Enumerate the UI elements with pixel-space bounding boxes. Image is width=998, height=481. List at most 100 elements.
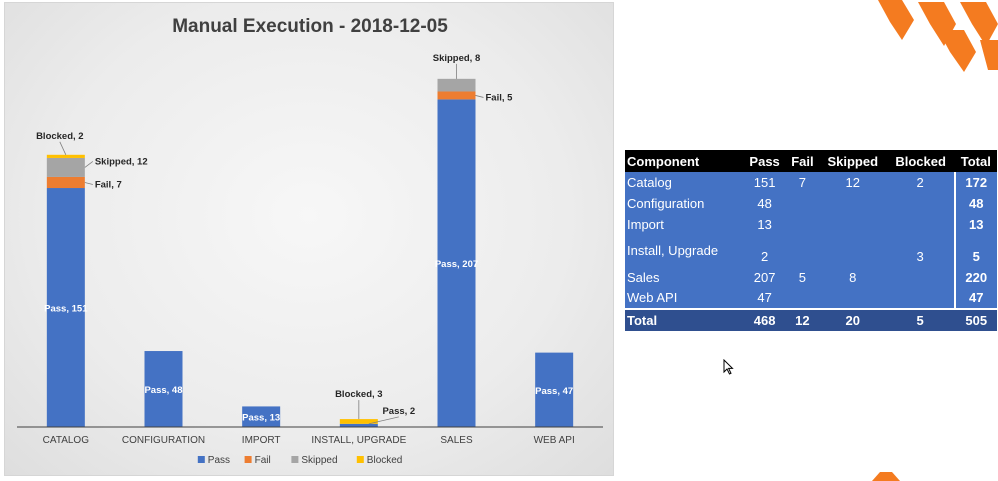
total-total: 505 — [953, 308, 997, 331]
header-fail: Fail — [785, 150, 819, 172]
data-label-web-api-pass: Pass, 47 — [535, 386, 573, 397]
table-row: Configuration 48 48 — [625, 193, 997, 214]
table-row: Sales 207 5 8 220 — [625, 267, 997, 288]
header-blocked: Blocked — [886, 150, 955, 172]
cell-blocked: 3 — [886, 235, 955, 267]
cell-blocked: 2 — [886, 172, 955, 193]
bar-catalog-skipped — [46, 157, 85, 177]
cell-blocked — [886, 288, 955, 309]
data-label-sales-skipped: Skipped, 8 — [433, 53, 481, 64]
cell-total: 172 — [953, 172, 997, 193]
chart-legend: Pass Fail Skipped Blocked — [197, 455, 403, 466]
legend-swatch-fail — [244, 456, 252, 463]
header-skipped: Skipped — [818, 150, 887, 172]
cell-component: Configuration — [625, 193, 744, 214]
chart-title: Manual Execution - 2018-12-05 — [172, 16, 448, 37]
legend-label-blocked: Blocked — [367, 455, 403, 466]
bar-install-upgrade-blocked — [339, 419, 378, 424]
cell-pass: 151 — [743, 172, 786, 193]
category-label-install-upgrade: INSTALL, UPGRADE — [311, 435, 406, 446]
legend-swatch-skipped — [291, 456, 299, 463]
data-label-catalog-pass: Pass, 151 — [44, 304, 88, 315]
cell-skipped — [818, 193, 887, 214]
hexagon-shape — [872, 472, 900, 481]
cell-total: 220 — [953, 267, 997, 288]
hexagon-bottom-decoration — [872, 472, 900, 481]
leader-line — [59, 141, 67, 155]
header-pass: Pass — [743, 150, 786, 172]
chart-panel: Manual Execution - 2018-12-05 CATALOG CON… — [4, 2, 614, 476]
header-component: Component — [625, 150, 744, 172]
cell-fail: 7 — [785, 172, 819, 193]
bar-sales-pass — [437, 99, 476, 428]
data-label-import-pass: Pass, 13 — [242, 413, 280, 424]
cell-skipped — [818, 214, 887, 235]
cell-total: 13 — [953, 214, 997, 235]
table-row: Install, Upgrade 2 3 5 — [625, 235, 997, 267]
category-labels: CATALOG CONFIGURATION IMPORT INSTALL, UPGRA… — [43, 435, 575, 446]
hexagon-shape — [980, 40, 998, 70]
leader-line — [84, 161, 94, 168]
category-label-catalog: CATALOG — [43, 435, 90, 446]
total-skipped: 20 — [818, 308, 887, 331]
legend-swatch-blocked — [356, 456, 364, 463]
total-fail: 12 — [785, 308, 819, 331]
data-label-catalog-fail: Fail, 7 — [95, 179, 122, 190]
legend-swatch-pass — [197, 456, 205, 463]
bar-catalog-fail — [46, 176, 85, 189]
bar-sales-fail — [437, 91, 476, 100]
cell-pass: 48 — [743, 193, 786, 214]
cell-blocked — [886, 214, 955, 235]
cell-pass: 2 — [743, 235, 786, 267]
bar-catalog-pass — [46, 188, 85, 427]
hexagon-shape — [878, 0, 914, 40]
cell-component: Catalog — [625, 172, 744, 193]
data-labels: Pass, 151 Fail, 7 Skipped, 12 Blocked, 2 Pas… — [36, 53, 573, 425]
cell-fail: 5 — [785, 267, 819, 288]
total-blocked: 5 — [886, 308, 955, 331]
cell-pass: 47 — [743, 288, 786, 309]
table-header-row: Component Pass Fail Skipped Blocked Tota… — [625, 150, 997, 172]
data-label-configuration-pass: Pass, 48 — [144, 385, 182, 396]
cell-skipped — [818, 288, 887, 309]
summary-table: Component Pass Fail Skipped Blocked Tota… — [625, 150, 997, 331]
table-total-row: Total 468 12 20 5 505 — [625, 308, 997, 331]
table-row: Import 13 13 — [625, 214, 997, 235]
legend-label-skipped: Skipped — [301, 455, 337, 466]
total-label: Total — [625, 308, 744, 331]
cell-component: Sales — [625, 267, 744, 288]
cell-total: 47 — [953, 288, 997, 309]
data-label-catalog-blocked: Blocked, 2 — [36, 131, 84, 142]
cell-blocked — [886, 193, 955, 214]
category-label-configuration: CONFIGURATION — [122, 435, 205, 446]
table-row: Catalog 151 7 12 2 172 — [625, 172, 997, 193]
leader-line — [84, 182, 93, 185]
bar-sales-skipped — [437, 78, 476, 92]
leader-line — [368, 416, 399, 425]
cell-skipped: 12 — [818, 172, 887, 193]
cell-total: 48 — [953, 193, 997, 214]
bar-catalog-blocked — [46, 154, 85, 158]
cell-blocked — [886, 267, 955, 288]
cell-total: 5 — [953, 235, 997, 267]
cell-component: Web API — [625, 288, 744, 309]
header-total: Total — [954, 150, 997, 172]
legend-label-fail: Fail — [255, 455, 271, 466]
stacked-bar-chart: Manual Execution - 2018-12-05 CATALOG CON… — [17, 16, 603, 466]
mouse-cursor-icon — [723, 359, 734, 375]
data-label-install-upgrade-pass: Pass, 2 — [382, 406, 415, 417]
hexagon-shape — [938, 30, 976, 72]
bar-install-upgrade-pass — [339, 423, 378, 427]
cell-fail — [785, 214, 819, 235]
cell-pass: 13 — [743, 214, 786, 235]
cell-skipped: 8 — [818, 267, 887, 288]
cell-skipped — [818, 235, 887, 267]
leader-line — [475, 95, 484, 98]
bar-configuration-pass — [144, 351, 183, 427]
total-pass: 468 — [743, 308, 786, 331]
hexagon-pattern-decoration — [878, 0, 998, 72]
table-row: Web API 47 47 — [625, 288, 997, 309]
category-label-web-api: WEB API — [534, 435, 575, 446]
cell-pass: 207 — [743, 267, 786, 288]
data-label-sales-fail: Fail, 5 — [486, 92, 514, 103]
